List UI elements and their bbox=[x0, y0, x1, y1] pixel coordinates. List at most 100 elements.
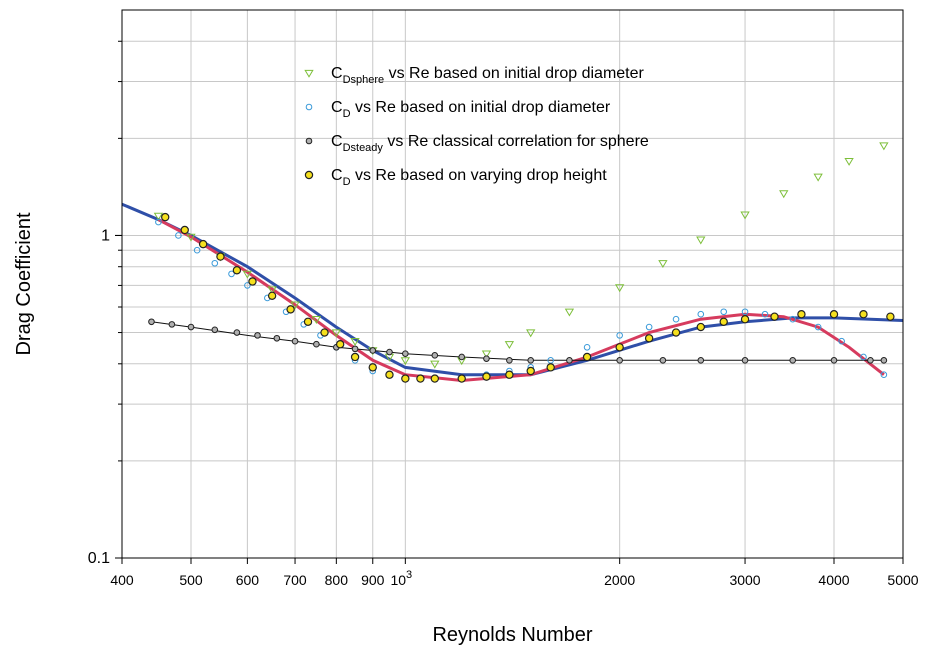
data-point bbox=[614, 284, 625, 293]
data-point bbox=[720, 308, 728, 316]
data-point bbox=[368, 363, 377, 372]
data-point bbox=[797, 309, 806, 319]
data-point bbox=[180, 225, 189, 235]
x-tick-label: 3000 bbox=[729, 572, 760, 588]
data-point bbox=[155, 218, 162, 226]
data-point bbox=[697, 357, 705, 364]
series-1 bbox=[155, 218, 888, 382]
data-point bbox=[331, 329, 342, 338]
data-point bbox=[547, 357, 554, 364]
data-point bbox=[616, 332, 623, 339]
y-axis-title: Drag Coefficient bbox=[13, 212, 35, 355]
data-point bbox=[880, 357, 888, 364]
data-point bbox=[291, 337, 299, 345]
data-point bbox=[311, 316, 322, 324]
data-point bbox=[582, 352, 592, 362]
data-point bbox=[401, 374, 410, 383]
legend-entry: CD vs Re based on varying drop height bbox=[331, 167, 607, 188]
data-point bbox=[719, 317, 728, 326]
data-point bbox=[659, 357, 667, 364]
data-point bbox=[616, 357, 623, 364]
x-tick-label: 400 bbox=[110, 572, 134, 588]
data-point bbox=[228, 270, 235, 278]
data-point bbox=[385, 370, 394, 379]
data-point bbox=[527, 357, 535, 364]
data-point bbox=[186, 233, 196, 242]
data-point bbox=[814, 323, 822, 331]
data-point bbox=[546, 363, 555, 372]
data-point bbox=[320, 328, 329, 337]
data-point bbox=[658, 260, 668, 269]
data-point bbox=[483, 355, 490, 362]
data-point bbox=[369, 347, 377, 354]
series-3 bbox=[161, 212, 895, 383]
data-point bbox=[481, 350, 492, 359]
data-point bbox=[867, 357, 874, 364]
data-point bbox=[198, 239, 208, 249]
data-point bbox=[672, 315, 680, 323]
legend-label-main: C bbox=[331, 167, 343, 184]
data-point bbox=[290, 301, 300, 310]
fit-curves bbox=[121, 202, 904, 383]
data-point bbox=[859, 309, 868, 319]
data-point bbox=[458, 353, 466, 361]
x-tick-label: 900 bbox=[361, 572, 385, 588]
data-point bbox=[761, 310, 769, 318]
data-point bbox=[431, 352, 439, 359]
x-tick-label: 700 bbox=[283, 572, 307, 588]
data-point bbox=[335, 340, 345, 349]
data-point bbox=[740, 314, 750, 324]
data-point bbox=[211, 326, 219, 334]
data-point bbox=[161, 212, 170, 222]
x-axis-title: Reynolds Number bbox=[432, 624, 592, 646]
x-tick-label: 5000 bbox=[887, 572, 918, 588]
data-point bbox=[779, 190, 789, 199]
data-point bbox=[248, 277, 257, 286]
data-point bbox=[506, 357, 513, 364]
data-point bbox=[148, 318, 155, 326]
data-point bbox=[244, 282, 251, 289]
data-point bbox=[430, 360, 440, 369]
x-tick-label-exponent: 3 bbox=[406, 569, 412, 581]
data-point bbox=[886, 312, 895, 321]
legend-label-main: C bbox=[331, 65, 343, 82]
data-point bbox=[566, 357, 573, 364]
data-point bbox=[273, 334, 281, 342]
data-point bbox=[696, 322, 705, 332]
legend-label-rest: vs Re based on initial drop diameter bbox=[384, 65, 644, 82]
data-point bbox=[789, 315, 797, 323]
data-point bbox=[505, 370, 514, 379]
fit-curve bbox=[121, 202, 904, 377]
fit-curve bbox=[151, 321, 884, 361]
data-point bbox=[303, 317, 313, 326]
legend-label-rest: vs Re based on varying drop height bbox=[351, 167, 608, 184]
data-points bbox=[148, 142, 895, 383]
x-tick-label: 4000 bbox=[818, 572, 849, 588]
y-tick-label: 0.1 bbox=[88, 550, 110, 567]
tick-labels: 400 500 600 700 800 900 103 2000 3000 4000 5000 0.1… bbox=[88, 227, 919, 588]
legend-marker bbox=[305, 137, 313, 145]
data-point bbox=[696, 236, 706, 245]
data-point bbox=[526, 366, 535, 376]
data-point bbox=[457, 374, 466, 383]
data-point bbox=[351, 345, 359, 353]
data-point bbox=[644, 334, 654, 343]
data-point bbox=[697, 310, 705, 318]
data-point bbox=[254, 332, 261, 339]
data-point bbox=[564, 308, 575, 317]
legend-label-main: C bbox=[331, 99, 343, 116]
data-point bbox=[741, 308, 749, 316]
data-point bbox=[386, 348, 393, 356]
data-point bbox=[829, 309, 839, 319]
legend-label-subscript: D bbox=[343, 176, 351, 188]
data-point bbox=[267, 291, 277, 300]
data-point bbox=[879, 142, 889, 151]
data-point bbox=[350, 338, 360, 347]
data-point bbox=[211, 259, 219, 267]
legend-marker bbox=[304, 69, 314, 78]
data-point bbox=[838, 337, 845, 345]
data-point bbox=[416, 374, 425, 383]
data-point bbox=[880, 371, 888, 379]
data-point bbox=[232, 266, 242, 275]
